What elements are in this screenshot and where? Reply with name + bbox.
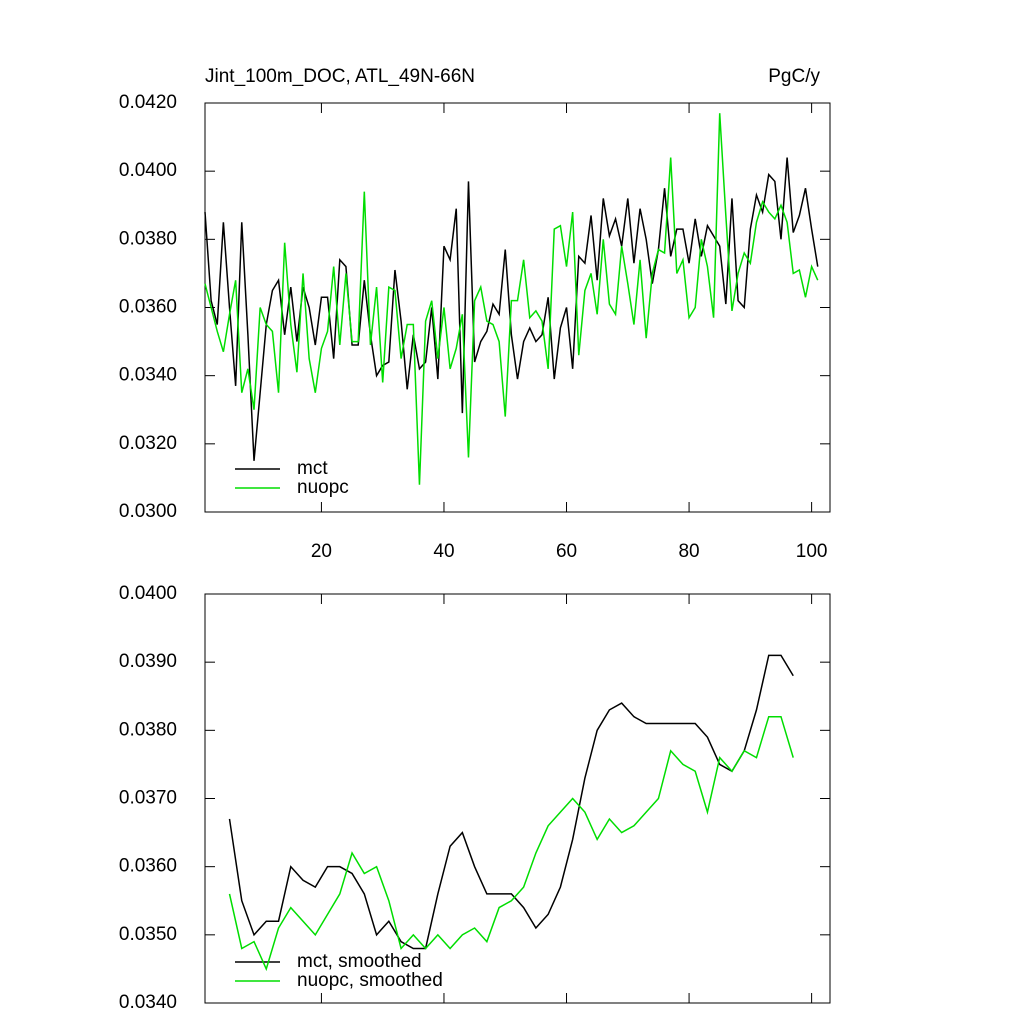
x-tick-label: 80 <box>678 541 699 562</box>
y-tick-label: 0.0390 <box>119 651 177 672</box>
y-tick-label: 0.0340 <box>119 365 177 386</box>
x-tick-label: 60 <box>556 541 577 562</box>
legend-label: nuopc, smoothed <box>297 970 443 991</box>
y-tick-label: 0.0380 <box>119 228 177 249</box>
x-tick-label: 40 <box>433 541 454 562</box>
series-line <box>204 113 819 485</box>
series-line <box>228 654 794 950</box>
legend-label: mct <box>297 458 328 479</box>
plot-frame <box>204 593 831 1004</box>
chart-title: Jint_100m_DOC, ATL_49N-66N <box>205 66 475 87</box>
y-tick-label: 0.0360 <box>119 297 177 318</box>
plot-frame <box>204 102 831 513</box>
y-tick-label: 0.0350 <box>119 924 177 945</box>
series-line <box>228 715 794 972</box>
legend-label: nuopc <box>297 477 349 498</box>
units-label: PgC/y <box>768 66 820 87</box>
x-tick-label: 100 <box>796 541 828 562</box>
y-tick-label: 0.0300 <box>119 501 177 522</box>
y-tick-label: 0.0400 <box>119 583 177 604</box>
y-tick-label: 0.0370 <box>119 788 177 809</box>
y-tick-label: 0.0420 <box>119 92 177 113</box>
y-tick-label: 0.0380 <box>119 719 177 740</box>
y-tick-label: 0.0360 <box>119 856 177 877</box>
legend-label: mct, smoothed <box>297 951 422 972</box>
y-tick-label: 0.0400 <box>119 160 177 181</box>
x-tick-label: 20 <box>311 541 332 562</box>
y-tick-label: 0.0320 <box>119 433 177 454</box>
y-tick-label: 0.0340 <box>119 992 177 1013</box>
